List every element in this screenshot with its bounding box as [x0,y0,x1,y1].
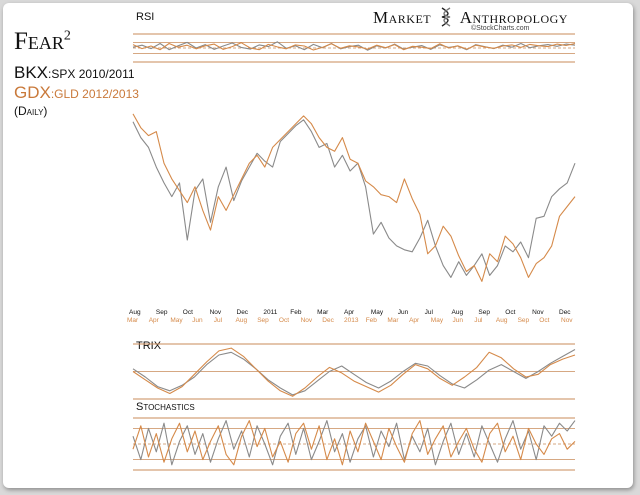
x-label-2012: Sep [257,317,269,324]
page-title: Fear2 [14,28,71,56]
x-label-2010: May [371,309,384,316]
x-label-2012: Feb [366,317,378,324]
legend-bkx: BKX:SPX 2010/2011 [14,63,135,83]
x-label-2012: Jul [214,317,223,324]
x-label-2012: Jul [474,317,483,324]
x-label-2012: Apr [149,317,160,324]
rsi-series-2012 [132,42,576,51]
x-label-2012: May [431,317,444,324]
x-label-2010: Aug [129,309,141,316]
x-label-2010: 2011 [263,309,277,316]
x-label-2012: Oct [539,317,549,324]
x-label-2010: Apr [344,309,355,316]
x-label-2010: Aug [452,309,464,316]
source-credit: ©StockCharts.com [471,25,530,32]
legend-bkx-rest: :SPX 2010/2011 [48,67,135,81]
x-label-2012: Mar [127,317,139,324]
x-label-2010: Jun [398,309,409,316]
rsi-label: RSI [136,11,155,23]
x-label-2010: Jul [425,309,434,316]
x-label-2012: Sep [518,317,530,324]
brand-logo: Market Anthropology [373,7,568,28]
x-label-2012: Oct [279,317,289,324]
title-superscript: 2 [63,28,71,44]
x-label-2010: Oct [505,309,515,316]
trix-series-2010 [132,349,576,396]
x-label-2010: Nov [532,309,544,316]
x-label-2010: Dec [237,309,249,316]
stoch-series-2012 [132,420,576,466]
x-label-2010: Dec [559,309,571,316]
x-label-2012: Jun [453,317,464,324]
x-label-2012: Mar [387,317,399,324]
legend-gdx-main: GDX [14,83,51,102]
chart-frame [3,3,633,488]
x-label-2012: Nov [561,317,573,324]
stochastics-label: Stochastics [136,401,195,413]
x-label-2012: 2013 [344,317,359,324]
x-label-2012: Jun [192,317,203,324]
x-label-2010: Oct [183,309,193,316]
x-label-2010: Sep [156,309,168,316]
dna-helix-icon [441,7,451,27]
title-main: Fear [14,28,64,55]
brand-name-left: Market [373,8,432,27]
legend-gdx-rest: :GLD 2012/2013 [50,87,139,101]
x-label-2012: May [170,317,183,324]
legend-frequency: (Daily) [14,104,48,118]
legend-gdx: GDX:GLD 2012/2013 [14,83,139,103]
trix-label: TRIX [136,340,162,352]
stoch-series-2010 [132,420,576,466]
x-label-2010: Feb [290,309,302,316]
x-label-2010: Sep [478,309,490,316]
x-label-2012: Aug [236,317,248,324]
trix-series-2012 [132,347,576,397]
x-label-2012: Apr [409,317,420,324]
x-label-2012: Dec [322,317,334,324]
ratio-series-2010 [132,119,576,278]
x-label-2012: Aug [496,317,508,324]
legend-bkx-main: BKX [14,63,49,82]
x-label-2010: Mar [317,309,329,316]
ratio-series-2012 [132,113,576,282]
x-label-2012: Nov [301,317,313,324]
brand-name-right: Anthropology [459,8,568,27]
x-label-2010: Nov [210,309,222,316]
